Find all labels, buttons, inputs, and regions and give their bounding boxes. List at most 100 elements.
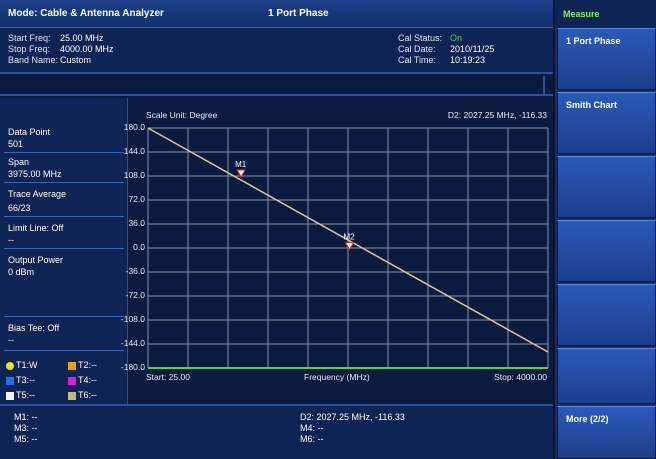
trace-average-label: Trace Average <box>8 189 67 199</box>
settings-info-panel: Start Freq: 25.00 MHz Stop Freq: 4000.00 M… <box>0 28 553 74</box>
y-tick-label: 144.0 <box>123 146 145 156</box>
stop-freq-label: Stop Freq: <box>8 44 51 54</box>
frequency-info: Start Freq: 25.00 MHz Stop Freq: 4000.00 M… <box>8 33 114 66</box>
legend-row: T5:-- T6:-- <box>6 390 124 400</box>
legend-item: T3:-- <box>6 375 62 385</box>
cal-status-label: Cal Status: <box>398 33 443 43</box>
marker-triangle-icon <box>344 242 355 251</box>
y-tick-label: -36.0 <box>125 266 145 276</box>
cal-date-value: 2010/11/25 <box>450 44 495 54</box>
divider <box>4 152 124 153</box>
trace-swatch-icon <box>6 361 14 370</box>
marker-label: M1 <box>235 160 247 169</box>
legend-row: T1:W T2:-- <box>6 360 124 370</box>
limit-line-value: -- <box>8 235 14 245</box>
y-tick-label: 180.0 <box>123 122 145 132</box>
start-freq-value: 25.00 MHz <box>60 33 104 43</box>
title-bar: Mode: Cable & Antenna Analyzer 1 Port Ph… <box>0 0 553 28</box>
trace-line <box>147 127 549 353</box>
cal-status-value: On <box>450 33 463 43</box>
y-tick-label: 108.0 <box>123 170 145 180</box>
softkey-menu: Measure 1 Port Phase Smith Chart More (2… <box>553 0 656 459</box>
softkey-6[interactable] <box>557 348 656 404</box>
cal-time-value: 10:19:23 <box>450 55 486 65</box>
x-axis-label: Frequency (MHz) <box>304 372 370 382</box>
marker-m1: M1: -- <box>14 412 38 422</box>
legend-item: T4:-- <box>68 375 124 385</box>
legend-label: T1:W <box>16 360 38 370</box>
bias-tee-status: Bias Tee: Off <box>8 323 60 333</box>
span-value: 3975.00 MHz <box>8 169 62 179</box>
measurement-label: 1 Port Phase <box>268 8 329 19</box>
legend-label: T3:-- <box>16 375 35 385</box>
marker-m4: M4: -- <box>300 423 324 433</box>
start-freq-label: Start Freq: <box>8 33 51 43</box>
marker-m5: M5: -- <box>14 434 38 444</box>
stop-frequency-label: Stop: 4000.00 <box>494 372 547 382</box>
divider <box>4 216 124 217</box>
y-tick-label: 0.0 <box>133 242 145 252</box>
span-label: Span <box>8 157 30 167</box>
softkey-4[interactable] <box>557 220 656 282</box>
softkey-5[interactable] <box>557 284 656 346</box>
softkey-1-port-phase[interactable]: 1 Port Phase <box>557 28 656 90</box>
band-name-value: Custom <box>60 55 92 65</box>
menu-title: Measure <box>555 0 656 28</box>
marker-m3: M3: -- <box>14 423 38 433</box>
delta-readout: D2: 2027.25 MHz, -116.33 <box>447 110 547 120</box>
divider <box>4 248 124 249</box>
softkey-3[interactable] <box>557 156 656 218</box>
y-tick-label: -180.0 <box>120 362 145 372</box>
divider <box>4 350 124 351</box>
marker-m6: M6: -- <box>300 434 324 444</box>
trace-swatch-icon <box>6 376 14 385</box>
divider <box>4 316 124 317</box>
limit-line-status: Limit Line: Off <box>8 223 64 233</box>
legend-label: T6:-- <box>78 390 97 400</box>
marker-d2: D2: 2027.25 MHz, -116.33 <box>300 412 405 422</box>
legend-item: T2:-- <box>68 360 124 370</box>
y-tick-label: -144.0 <box>120 338 145 348</box>
y-tick-label: 36.0 <box>128 218 145 228</box>
legend-label: T5:-- <box>16 390 35 400</box>
legend-row: T3:-- T4:-- <box>6 375 124 385</box>
phase-chart: Scale Unit: Degree D2: 2027.25 MHz, -116… <box>121 98 553 404</box>
trace-swatch-icon <box>6 391 14 400</box>
cal-date-label: Cal Date: <box>398 44 436 54</box>
output-power-label: Output Power <box>8 255 64 265</box>
legend-label: T4:-- <box>78 375 97 385</box>
bias-tee-value: -- <box>8 335 14 345</box>
trace-swatch-icon <box>68 391 76 400</box>
marker-table: M1: -- M3: -- M5: -- D2: 2027.25 MHz, -1… <box>0 404 553 459</box>
output-power-value: 0 dBm <box>8 267 35 277</box>
mode-label: Mode: Cable & Antenna Analyzer <box>8 8 164 19</box>
parameter-panel: Data Point 501 Span 3975.00 MHz Trace Av… <box>0 98 128 404</box>
calibration-info: Cal Status: On Cal Date: 2010/11/25 Cal Ti… <box>398 33 494 66</box>
softkey-more[interactable]: More (2/2) <box>557 406 656 459</box>
divider <box>4 182 124 183</box>
data-point-value: 501 <box>8 139 24 149</box>
scale-unit-label: Scale Unit: Degree <box>146 110 218 120</box>
legend-item: T1:W <box>6 360 62 370</box>
y-tick-label: -108.0 <box>120 314 145 324</box>
y-tick-label: 72.0 <box>128 194 145 204</box>
legend-item: T6:-- <box>68 390 124 400</box>
y-tick-label: -72.0 <box>125 290 145 300</box>
status-strip <box>0 76 553 96</box>
band-name-label: Band Name: <box>8 55 59 65</box>
stop-freq-value: 4000.00 MHz <box>60 44 114 54</box>
cal-time-label: Cal Time: <box>398 55 437 65</box>
trace-swatch-icon <box>68 361 76 370</box>
data-point-label: Data Point <box>8 127 51 137</box>
start-frequency-label: Start: 25.00 <box>146 372 190 382</box>
legend-label: T2:-- <box>78 360 97 370</box>
plot-area[interactable]: M1 M2 <box>128 98 553 404</box>
trace-swatch-icon <box>68 376 76 385</box>
legend-item: T5:-- <box>6 390 62 400</box>
trace-average-value: 66/23 <box>8 203 31 213</box>
strip-divider <box>543 76 545 96</box>
softkey-smith-chart[interactable]: Smith Chart <box>557 92 656 154</box>
marker-triangle-icon <box>236 169 246 179</box>
marker-label: M2 <box>343 233 355 242</box>
